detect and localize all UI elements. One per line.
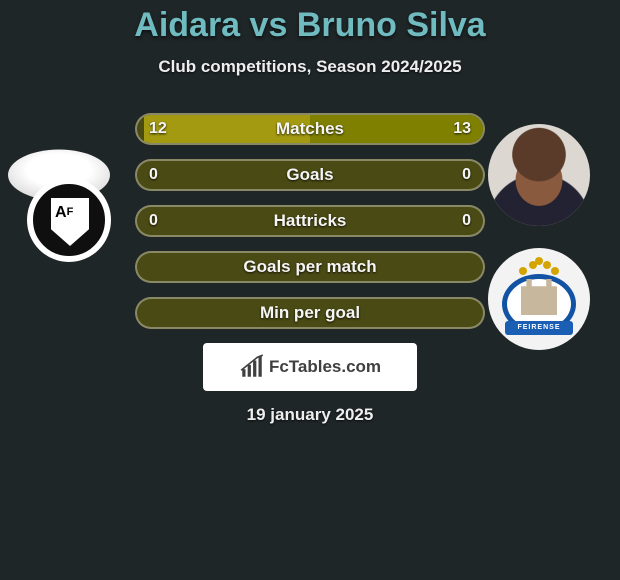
player-left-crest: AF [18, 178, 120, 262]
crest-banner-label: FEIRENSE [505, 321, 573, 335]
date-label: 19 january 2025 [0, 405, 620, 425]
bars-chart-icon [239, 354, 265, 380]
stat-value-left: 0 [149, 212, 158, 230]
stat-value-left: 12 [149, 120, 167, 138]
black-shield-icon: AF [27, 178, 111, 262]
stat-row: 1213Matches [135, 113, 485, 145]
bar-left-fill [144, 115, 310, 143]
stat-row: Goals per match [135, 251, 485, 283]
stat-row: Min per goal [135, 297, 485, 329]
stat-value-left: 0 [149, 166, 158, 184]
stat-value-right: 0 [462, 166, 471, 184]
comparison-card: Aidara vs Bruno Silva Club competitions,… [0, 0, 620, 425]
stat-label: Min per goal [137, 303, 483, 323]
stat-value-right: 13 [453, 120, 471, 138]
watermark: FcTables.com [203, 343, 417, 391]
stats-bars: 1213Matches00Goals00HattricksGoals per m… [135, 113, 485, 329]
stat-label: Goals per match [137, 257, 483, 277]
avatar-photo-icon [488, 124, 590, 226]
watermark-label: FcTables.com [269, 357, 381, 377]
subtitle: Club competitions, Season 2024/2025 [0, 57, 620, 77]
page-title: Aidara vs Bruno Silva [0, 6, 620, 45]
feirense-crest-icon: FEIRENSE [499, 259, 579, 339]
player-right-avatar [488, 124, 590, 226]
stat-label: Goals [137, 165, 483, 185]
stat-value-right: 0 [462, 212, 471, 230]
player-right-crest: FEIRENSE [488, 248, 590, 350]
stat-label: Hattricks [137, 211, 483, 231]
stat-row: 0 0Hattricks [135, 205, 485, 237]
stat-row: 0 0Goals [135, 159, 485, 191]
